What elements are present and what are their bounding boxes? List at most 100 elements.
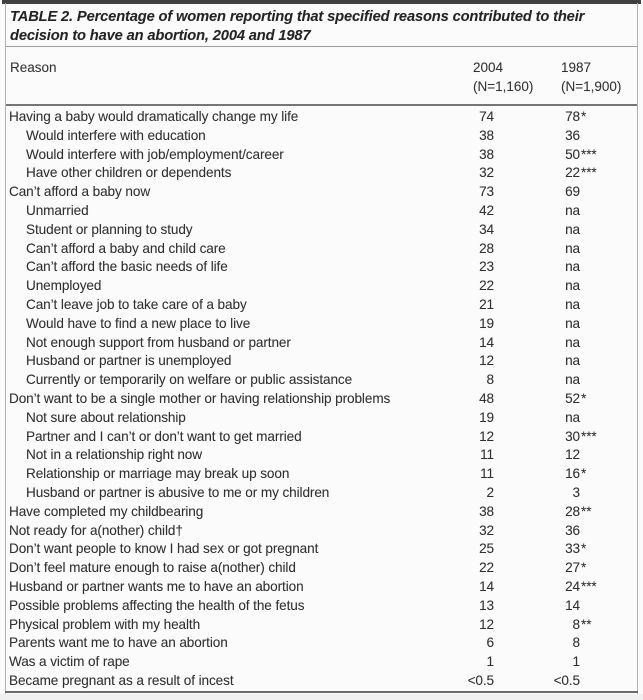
pct-1987-cell: 22 *** xyxy=(494,164,637,183)
pct-2004-cell: 74 xyxy=(479,109,494,124)
reason-cell: Can’t afford the basic needs of life xyxy=(26,259,228,275)
significance-marker xyxy=(580,522,637,541)
table-row: Not enough support from husband or partn… xyxy=(6,334,637,353)
pct-1987-cell: 30 *** xyxy=(494,428,637,447)
reason-cell: Became pregnant as a result of incest xyxy=(9,672,234,688)
significance-marker xyxy=(580,277,637,296)
reason-cell: Physical problem with my health xyxy=(9,616,201,632)
table-row: Partner and I can’t or don’t want to get… xyxy=(6,428,637,447)
pct-1987-value: na xyxy=(565,278,580,294)
pct-1987-value: na xyxy=(565,202,580,218)
pct-1987-cell: 50 *** xyxy=(494,146,637,165)
pct-1987-value: 8 xyxy=(572,616,581,632)
pct-1987-value: 14 xyxy=(565,597,580,613)
pct-2004-cell: 38 xyxy=(479,127,494,143)
pct-1987-value: na xyxy=(565,315,580,331)
significance-marker: *** xyxy=(581,428,597,444)
significance-marker xyxy=(580,221,637,240)
significance-marker xyxy=(580,484,637,503)
pct-1987-value: 50 xyxy=(565,146,580,162)
table-row: Was a victim of rape 1 1 xyxy=(6,653,637,672)
pct-2004-cell: 14 xyxy=(479,334,494,350)
pct-1987-cell: 24 *** xyxy=(494,578,637,597)
table-row: Student or planning to study 34 na xyxy=(6,221,637,240)
pct-1987-cell: 78 * xyxy=(494,108,637,127)
significance-marker: ** xyxy=(581,616,592,632)
pct-2004-cell: 2 xyxy=(486,484,495,500)
significance-marker xyxy=(580,672,637,691)
pct-2004-cell: 38 xyxy=(479,503,494,519)
reason-cell: Don’t want to be a single mother or havi… xyxy=(9,390,391,406)
pct-2004-cell: <0.5 xyxy=(467,672,495,688)
pct-1987-cell: 8 xyxy=(494,634,637,653)
pct-1987-value: na xyxy=(565,372,580,388)
pct-1987-cell: <0.5 xyxy=(494,672,637,691)
column-header-1987: 1987 (N=1,900) xyxy=(561,58,621,96)
table-row: Possible problems affecting the health o… xyxy=(6,597,637,616)
significance-marker xyxy=(580,334,637,353)
table-row: Unemployed 22 na xyxy=(6,277,637,296)
significance-marker xyxy=(580,371,637,390)
significance-marker: ** xyxy=(581,503,592,519)
pct-1987-cell: 33 * xyxy=(494,540,637,559)
reason-cell: Don’t feel mature enough to raise a(noth… xyxy=(9,560,296,576)
table-row: Physical problem with my health 12 8 ** xyxy=(6,616,637,635)
table-body: Having a baby would dramatically change … xyxy=(6,108,637,691)
table-row: Currently or temporarily on welfare or p… xyxy=(6,371,637,390)
table-row: Can’t afford the basic needs of life 23 … xyxy=(6,258,637,277)
significance-marker xyxy=(580,653,637,672)
pct-2004-cell: 1 xyxy=(486,654,495,670)
pct-1987-cell: 69 xyxy=(494,183,637,202)
reason-cell: Unmarried xyxy=(26,202,89,218)
pct-1987-cell: na xyxy=(494,315,637,334)
pct-2004-cell: 12 xyxy=(479,616,494,632)
column-header-1987-year: 1987 xyxy=(561,60,592,75)
reason-cell: Parents want me to have an abortion xyxy=(9,635,228,651)
pct-2004-cell: 32 xyxy=(479,522,494,538)
significance-marker xyxy=(580,296,637,315)
table-row: Don’t want people to know I had sex or g… xyxy=(6,540,637,559)
pct-1987-value: 78 xyxy=(565,109,580,124)
table-row: Husband or partner is abusive to me or m… xyxy=(6,484,637,503)
pct-1987-cell: 8 ** xyxy=(494,616,637,635)
table-row: Have completed my childbearing 38 28 ** xyxy=(6,503,637,522)
significance-marker xyxy=(580,634,637,653)
pct-1987-value: 69 xyxy=(565,184,580,200)
pct-2004-cell: 34 xyxy=(479,221,494,237)
pct-2004-cell: 12 xyxy=(479,428,494,444)
reason-cell: Would have to find a new place to live xyxy=(26,315,251,331)
significance-marker xyxy=(580,597,637,616)
pct-2004-cell: 19 xyxy=(479,315,494,331)
pct-2004-cell: 11 xyxy=(480,447,494,463)
reason-cell: Would interfere with job/employment/care… xyxy=(26,146,284,162)
reason-cell: Would interfere with education xyxy=(26,127,206,143)
table-title-line1: TABLE 2. Percentage of women reporting t… xyxy=(10,9,585,25)
pct-1987-value: 22 xyxy=(565,165,580,181)
significance-marker: * xyxy=(581,541,587,557)
table-title-line2: decision to have an abortion, 2004 and 1… xyxy=(10,27,311,44)
reason-cell: Not enough support from husband or partn… xyxy=(26,334,291,350)
pct-1987-value: 27 xyxy=(565,560,580,576)
reason-cell: Was a victim of rape xyxy=(9,654,130,670)
pct-2004-cell: 22 xyxy=(479,560,494,576)
pct-1987-value: 3 xyxy=(572,484,581,500)
significance-marker: *** xyxy=(581,165,597,181)
pct-1987-value: 30 xyxy=(565,428,580,444)
pct-1987-value: 52 xyxy=(565,390,580,406)
significance-marker: * xyxy=(581,466,587,482)
reason-cell: Husband or partner is abusive to me or m… xyxy=(26,484,330,500)
pct-2004-cell: 73 xyxy=(479,184,494,200)
significance-marker xyxy=(580,258,637,277)
pct-1987-cell: 52 * xyxy=(494,390,637,409)
table-row: Parents want me to have an abortion 6 8 xyxy=(6,634,637,653)
table-row: Don’t want to be a single mother or havi… xyxy=(6,390,637,409)
pct-1987-cell: na xyxy=(494,221,637,240)
pct-1987-cell: 3 xyxy=(494,484,637,503)
right-border xyxy=(637,3,638,695)
table-row: Became pregnant as a result of incest <0… xyxy=(6,672,637,691)
significance-marker xyxy=(580,446,637,465)
pct-1987-value: 16 xyxy=(565,466,580,482)
table-row: Husband or partner is unemployed 12 na xyxy=(6,352,637,371)
significance-marker xyxy=(580,352,637,371)
